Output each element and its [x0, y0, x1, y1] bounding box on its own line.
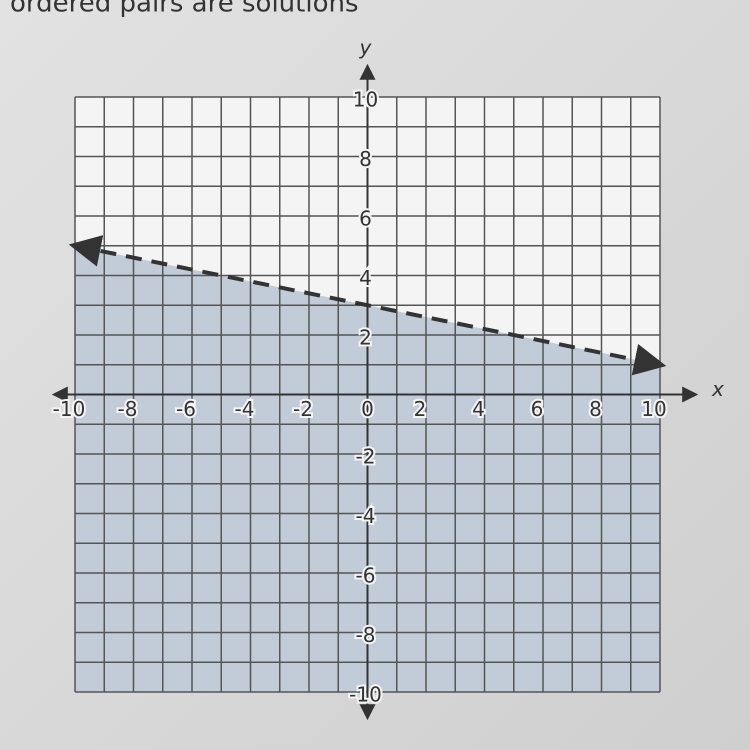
- x-tick-label: -6: [176, 397, 196, 421]
- y-tick-label: -10: [349, 683, 382, 707]
- y-tick-label: 8: [359, 147, 372, 171]
- y-tick-label: -6: [356, 564, 376, 588]
- y-axis-label: y: [359, 36, 373, 60]
- x-tick-label: -8: [118, 397, 138, 421]
- x-tick-label: 0: [361, 397, 374, 421]
- y-tick-label: 2: [359, 326, 372, 350]
- x-tick-label: -4: [235, 397, 255, 421]
- y-tick-label: 10: [353, 88, 378, 112]
- y-tick-label: 4: [359, 266, 372, 290]
- boundary-line: [68, 235, 667, 376]
- x-tick-label: 6: [531, 397, 544, 421]
- x-tick-label: 8: [589, 397, 602, 421]
- x-tick-label: 2: [414, 397, 427, 421]
- x-axis-label: x: [711, 377, 724, 401]
- x-tick-label: 10: [641, 397, 666, 421]
- y-tick-label: 6: [359, 207, 372, 231]
- y-tick-label: -8: [356, 623, 376, 647]
- question-text: ordered pairs are solutions: [10, 0, 359, 19]
- y-tick-label: -4: [356, 504, 376, 528]
- y-tick-label: -2: [356, 445, 376, 469]
- x-tick-label: -10: [53, 397, 86, 421]
- x-tick-label: -2: [293, 397, 313, 421]
- x-tick-label: 4: [472, 397, 485, 421]
